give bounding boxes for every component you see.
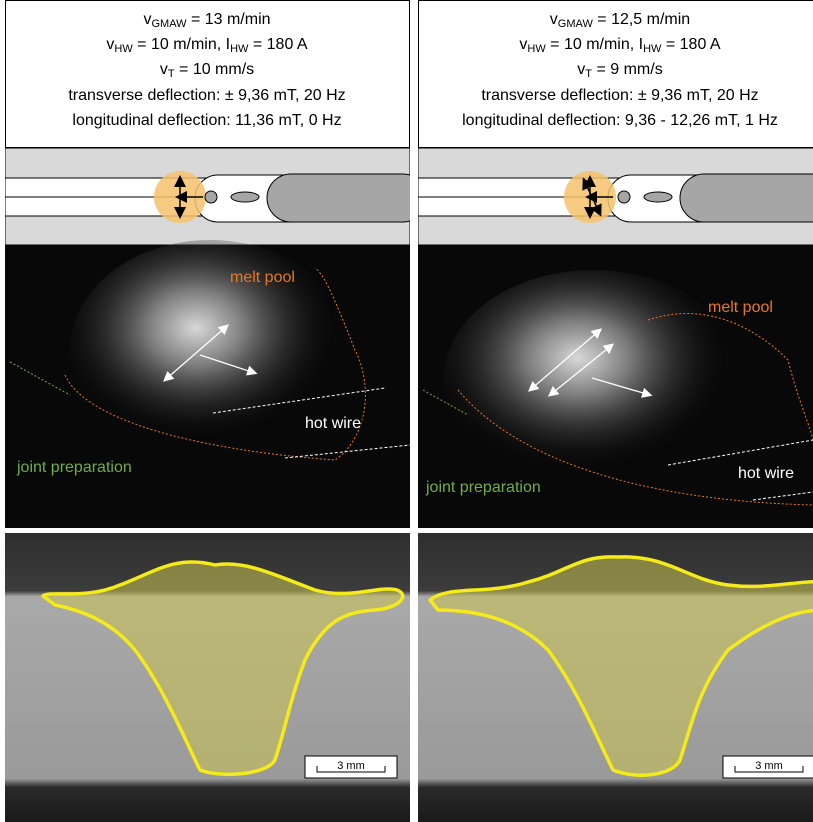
torch <box>680 174 813 222</box>
parameter-text: v <box>550 11 558 28</box>
parameter-text: = 12,5 m/min <box>593 11 690 28</box>
parameter-text: = 180 A <box>661 36 720 53</box>
scale-bar-label: 3 mm <box>755 760 783 772</box>
joint-preparation-label: joint preparation <box>425 479 541 496</box>
subscript: HW <box>643 43 662 55</box>
parameter-line: transverse deflection: ± 9,36 mT, 20 Hz <box>68 87 345 104</box>
parameter-line: transverse deflection: ± 9,36 mT, 20 Hz <box>481 87 758 104</box>
parameter-text: transverse deflection: ± 9,36 mT, 20 Hz <box>481 87 758 104</box>
parameter-line: vT = 10 mm/s <box>160 61 254 80</box>
wire-tip <box>618 191 630 203</box>
parameter-line: longitudinal deflection: 9,36 - 12,26 mT… <box>462 112 778 129</box>
page: vGMAW = 13 m/minvHW = 10 m/min, IHW = 18… <box>0 0 813 822</box>
melt-pool-label: melt pool <box>708 299 773 316</box>
melt-pool-label: melt pool <box>230 269 295 286</box>
arc-glow <box>443 270 743 490</box>
subscript: HW <box>230 43 249 55</box>
subscript: HW <box>527 43 546 55</box>
parameter-text: transverse deflection: ± 9,36 mT, 20 Hz <box>68 87 345 104</box>
torch <box>267 174 427 222</box>
scale-bar-label: 3 mm <box>337 760 365 772</box>
joint-preparation-label: joint preparation <box>16 459 132 476</box>
figure: vGMAW = 13 m/minvHW = 10 m/min, IHW = 18… <box>0 0 813 822</box>
wire-tip <box>205 191 217 203</box>
parameter-text: = 10 m/min, I <box>546 36 643 53</box>
parameter-line: vHW = 10 m/min, IHW = 180 A <box>519 36 721 55</box>
parameter-text: = 10 mm/s <box>175 61 255 78</box>
parameter-line: vHW = 10 m/min, IHW = 180 A <box>106 36 308 55</box>
parameter-text: longitudinal deflection: 9,36 - 12,26 mT… <box>462 112 778 129</box>
parameter-text: = 9 mm/s <box>592 61 663 78</box>
parameter-text: = 13 m/min <box>187 11 271 28</box>
parameter-text: = 10 m/min, I <box>133 36 230 53</box>
parameter-text: v <box>106 36 114 53</box>
subscript: HW <box>114 43 133 55</box>
parameter-text: v <box>519 36 527 53</box>
parameter-line: longitudinal deflection: 11,36 mT, 0 Hz <box>72 112 341 129</box>
hot-wire-label: hot wire <box>738 465 794 482</box>
parameter-text: = 180 A <box>248 36 307 53</box>
subscript: GMAW <box>558 18 594 30</box>
parameter-text: longitudinal deflection: 11,36 mT, 0 Hz <box>72 112 341 129</box>
wire-feed <box>644 192 672 202</box>
subscript: GMAW <box>151 18 187 30</box>
parameter-text: v <box>160 61 168 78</box>
hot-wire-label: hot wire <box>305 415 361 432</box>
parameter-text: v <box>143 11 151 28</box>
wire-feed <box>231 192 259 202</box>
parameter-text: v <box>577 61 585 78</box>
